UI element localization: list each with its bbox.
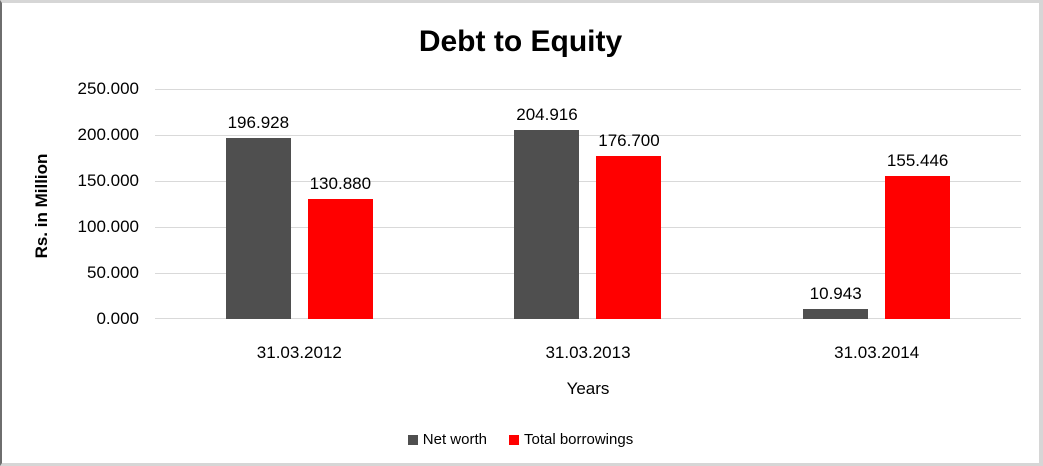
bar-net-worth: 204.916 bbox=[514, 105, 580, 319]
bar-group: 196.928 130.880 bbox=[155, 89, 444, 319]
plot-area: 196.928 130.880 204.916 176.700 10.943 155.44… bbox=[155, 89, 1021, 319]
legend-label: Net worth bbox=[422, 431, 487, 448]
legend: Net worth Total borrowings bbox=[2, 431, 1039, 448]
y-tick-label: 150.000 bbox=[77, 171, 139, 190]
gridline bbox=[155, 318, 1021, 319]
x-axis-tick-labels: 31.03.2012 31.03.2013 31.03.2014 bbox=[155, 343, 1021, 365]
bar-value-label: 204.916 bbox=[516, 105, 578, 124]
y-tick-label: 50.000 bbox=[87, 263, 139, 282]
bar-value-label: 10.943 bbox=[809, 284, 862, 303]
gridline bbox=[155, 273, 1021, 274]
chart-title: Debt to Equity bbox=[418, 25, 623, 58]
gridline bbox=[155, 89, 1021, 90]
x-tick-label: 31.03.2012 bbox=[256, 343, 342, 362]
legend-label: Total borrowings bbox=[523, 431, 634, 448]
bar-total-borrowings: 130.880 bbox=[307, 174, 373, 319]
bar-value-label: 176.700 bbox=[598, 131, 660, 150]
bar-net-worth: 196.928 bbox=[225, 113, 291, 319]
bar-total-borrowings: 155.446 bbox=[885, 151, 951, 319]
gridline bbox=[155, 135, 1021, 136]
bar-group: 204.916 176.700 bbox=[444, 89, 733, 319]
gridline bbox=[155, 181, 1021, 182]
x-tick-label: 31.03.2014 bbox=[834, 343, 920, 362]
bar-value-label: 196.928 bbox=[227, 113, 290, 132]
y-axis-tick-labels: 0.000 50.000 100.000 150.000 200.000 250.000 bbox=[2, 79, 139, 328]
legend-swatch-icon bbox=[508, 434, 519, 445]
x-tick-label: 31.03.2013 bbox=[545, 343, 631, 362]
x-axis-title: Years bbox=[566, 379, 610, 398]
bar-net-worth: 10.943 bbox=[803, 284, 869, 319]
y-tick-label: 200.000 bbox=[77, 125, 139, 144]
y-tick-label: 0.000 bbox=[96, 309, 139, 328]
legend-swatch-icon bbox=[407, 434, 418, 445]
legend-item-net-worth: Net worth bbox=[407, 431, 487, 448]
gridline bbox=[155, 227, 1021, 228]
bar-group: 10.943 155.446 bbox=[732, 89, 1021, 319]
legend-item-total-borrowings: Total borrowings bbox=[508, 431, 634, 448]
bar-value-label: 130.880 bbox=[309, 174, 372, 193]
y-tick-label: 100.000 bbox=[77, 217, 139, 236]
y-tick-label: 250.000 bbox=[77, 79, 139, 98]
bar-value-label: 155.446 bbox=[886, 151, 949, 170]
bar-total-borrowings: 176.700 bbox=[596, 131, 662, 319]
